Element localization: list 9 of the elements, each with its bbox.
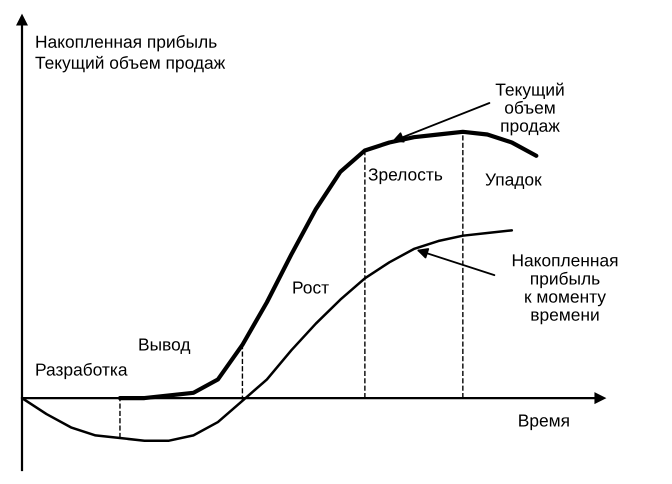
annotation: Разработка xyxy=(36,362,128,380)
annotation: Рост xyxy=(293,282,329,294)
legend-label: Накопленная прибыль к моменту времени xyxy=(512,254,618,324)
series-label: Текущий объем продаж xyxy=(496,82,564,136)
annotation: Упадок xyxy=(485,174,542,189)
x-axis-title: Время xyxy=(519,414,569,430)
annotation: Зрелость xyxy=(368,168,442,184)
y-axis-title: Накопленная прибыль Текущий объем продаж xyxy=(35,35,226,72)
annotation: Вывод xyxy=(139,338,190,354)
